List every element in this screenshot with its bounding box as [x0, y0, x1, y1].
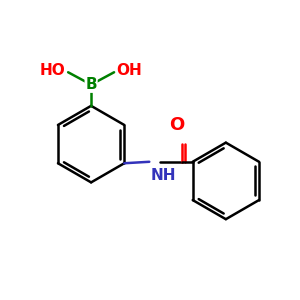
- Text: HO: HO: [40, 63, 66, 78]
- Text: B: B: [85, 77, 97, 92]
- Text: NH: NH: [151, 168, 176, 183]
- Text: O: O: [169, 116, 184, 134]
- Text: OH: OH: [116, 63, 142, 78]
